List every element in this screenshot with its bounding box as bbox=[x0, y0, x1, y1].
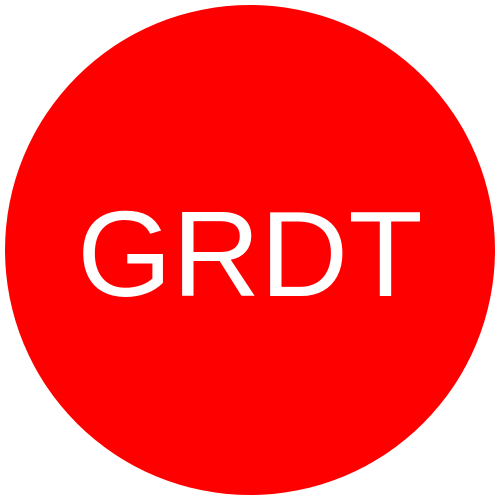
badge-label: GRDT bbox=[77, 186, 423, 322]
red-circle-badge: GRDT bbox=[5, 5, 495, 495]
